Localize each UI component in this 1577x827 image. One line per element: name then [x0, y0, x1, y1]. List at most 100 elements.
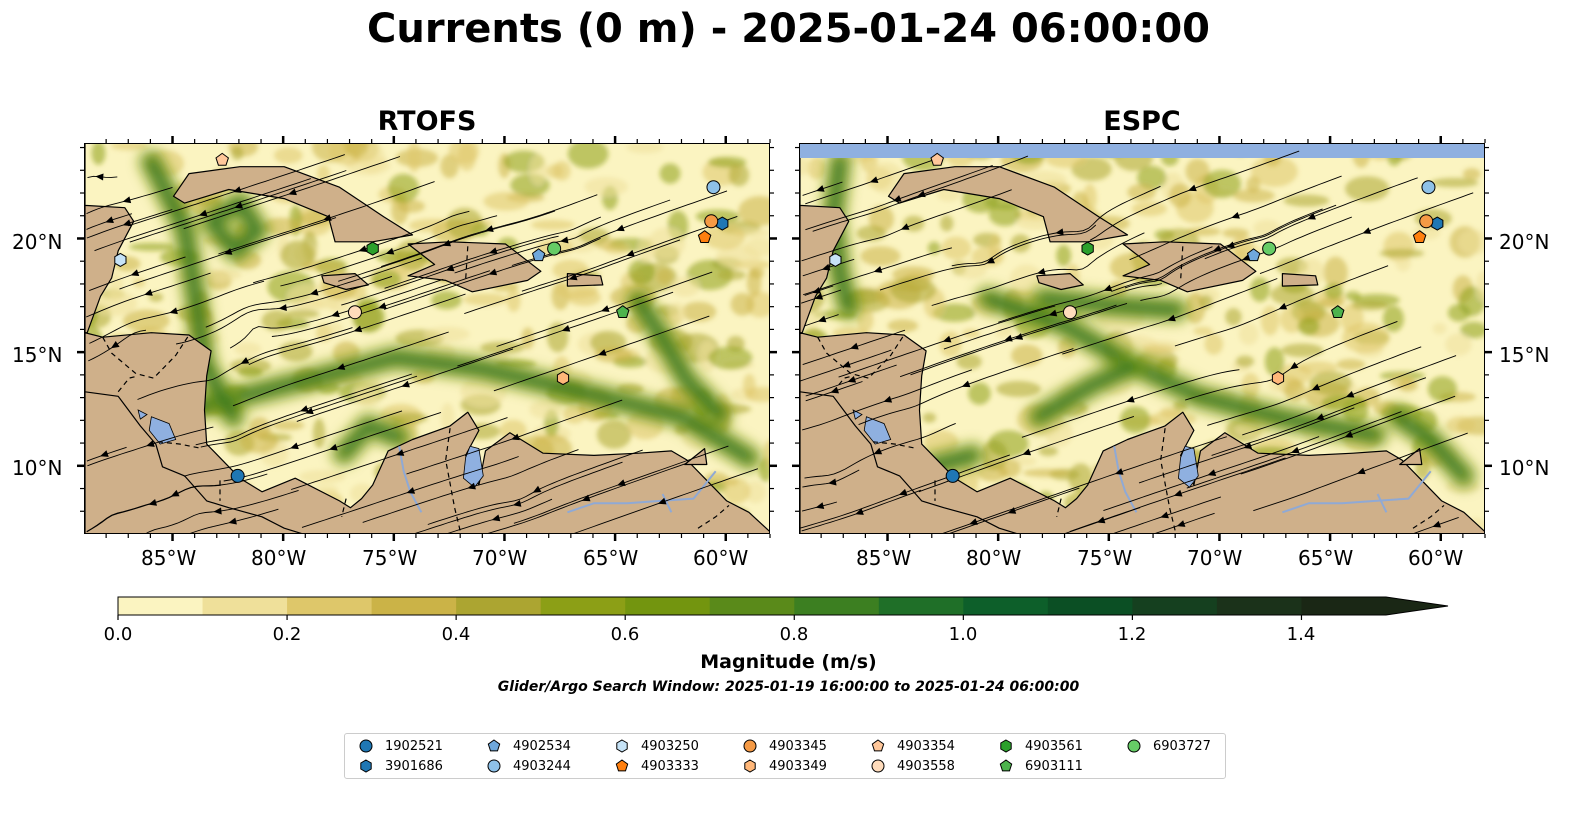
lat-tick-label-left: 10°N — [12, 456, 63, 480]
streamline-arrow — [961, 380, 971, 388]
streamline-arrow — [234, 201, 243, 209]
streamline-arrow — [1345, 390, 1355, 398]
country-border — [1160, 428, 1177, 533]
colorbar-tick-label: 1.2 — [1117, 624, 1147, 645]
colorbar-segment — [202, 597, 288, 615]
land-puertorico — [566, 273, 604, 287]
circle-marker-icon — [359, 739, 373, 753]
river — [1113, 446, 1138, 513]
river — [567, 470, 717, 514]
colorbar-segment — [1216, 597, 1302, 615]
streamline-arrow — [1289, 361, 1299, 370]
circle-marker-icon — [871, 759, 885, 773]
streamline-arrow — [488, 247, 498, 255]
streamline-arrow — [169, 307, 178, 315]
lon-tick-label: 75°W — [1077, 546, 1133, 570]
streamline-arrow — [170, 489, 180, 497]
lake-nicaragua — [863, 416, 892, 445]
streamline-arrow — [600, 305, 610, 312]
streamline-arrow — [814, 292, 824, 300]
streamline-arrow — [353, 325, 363, 333]
legend-label: 4903349 — [769, 758, 827, 774]
streamline-arrow — [198, 209, 208, 217]
float-marker-6903111 — [616, 305, 630, 318]
streamline-arrow — [1207, 469, 1217, 476]
lon-tick-label: 70°W — [472, 546, 528, 570]
legend-label: 6903727 — [1153, 738, 1211, 754]
country-border — [465, 246, 469, 281]
streamline-arrow — [290, 442, 299, 450]
legend-item: 6903727 — [1127, 737, 1211, 755]
colorbar-tick-label: 1.0 — [948, 624, 978, 645]
streamline-arrow — [1243, 442, 1253, 449]
streamline-arrow — [228, 517, 237, 525]
streamline-arrow — [305, 407, 314, 415]
streamline-arrow — [581, 494, 591, 502]
circle-marker-icon — [1127, 739, 1141, 753]
streamline-arrow — [986, 256, 995, 264]
panel-title-rtofs: RTOFS — [377, 106, 477, 137]
streamline-arrow — [144, 289, 153, 296]
streamline-arrow — [1173, 489, 1183, 497]
float-marker-4903558 — [1062, 305, 1077, 320]
float-marker-4903333 — [697, 230, 712, 243]
panel-title-espc: ESPC — [1103, 106, 1181, 137]
lake-managua — [852, 409, 863, 420]
colorbar-segment — [1132, 597, 1218, 615]
streamline-arrow — [873, 266, 883, 273]
legend-marker — [744, 759, 756, 773]
streamline-arrow — [331, 310, 340, 318]
streamline-arrow — [657, 497, 667, 505]
colorbar-tick-label: 0.8 — [779, 624, 809, 645]
legend-marker — [999, 759, 1013, 772]
float-marker-1902521 — [945, 468, 960, 483]
legend-label: 4902534 — [513, 738, 571, 754]
legend-marker — [487, 739, 501, 752]
float-marker-4903345 — [1419, 214, 1434, 229]
legend-item: 4902534 — [487, 737, 571, 755]
float-legend: 1902521 3901686 4902534 4903244 4903250 49033… — [344, 733, 1226, 779]
lat-tick-label-right: 15°N — [1499, 343, 1550, 367]
streamline-arrow — [900, 223, 910, 230]
legend-item: 4903250 — [615, 737, 699, 755]
country-border — [445, 428, 462, 533]
streamline-arrow — [855, 508, 864, 515]
figure-title: Currents (0 m) - 2025-01-24 06:00:00 — [367, 6, 1210, 52]
lon-tick-label: 85°W — [856, 546, 912, 570]
land-pacific — [85, 391, 302, 533]
legend-label: 4903558 — [897, 758, 955, 774]
streamline-arrow — [917, 190, 926, 198]
streamline-arrow — [377, 302, 387, 309]
colorbar — [117, 596, 1449, 620]
colorbar-tick-label: 0.4 — [441, 624, 471, 645]
float-marker-4903354 — [215, 152, 229, 166]
legend-marker — [615, 759, 629, 772]
colorbar-segment — [118, 597, 204, 615]
float-marker-4903333 — [1412, 230, 1427, 243]
colorbar-extend-arrow — [1386, 597, 1448, 615]
land-jamaica — [1036, 273, 1084, 291]
streamline-arrow — [512, 499, 522, 507]
lon-tick-label: 80°W — [966, 546, 1022, 570]
legend-label: 1902521 — [385, 738, 443, 754]
legend-label: 3901686 — [385, 758, 443, 774]
streamline-arrow — [511, 433, 520, 441]
country-border — [1180, 246, 1184, 281]
streamline-arrow — [146, 440, 155, 447]
lat-tick-label-left: 15°N — [12, 343, 63, 367]
map-panel-rtofs — [84, 143, 770, 534]
streamline-arrow — [568, 273, 578, 281]
streamline-arrow — [1188, 184, 1197, 192]
legend-item: 6903111 — [999, 757, 1083, 775]
streamline-arrow — [817, 315, 827, 323]
streamline-arrow — [105, 216, 114, 223]
float-marker-4903561 — [366, 241, 379, 256]
float-marker-6903727 — [547, 241, 562, 256]
streamline-arrow — [122, 196, 132, 204]
lon-tick-label: 75°W — [362, 546, 418, 570]
streamline-arrow — [1048, 309, 1058, 317]
streamline-arrow — [892, 195, 902, 202]
streamline-arrow — [1167, 314, 1176, 322]
legend-marker — [359, 739, 373, 753]
